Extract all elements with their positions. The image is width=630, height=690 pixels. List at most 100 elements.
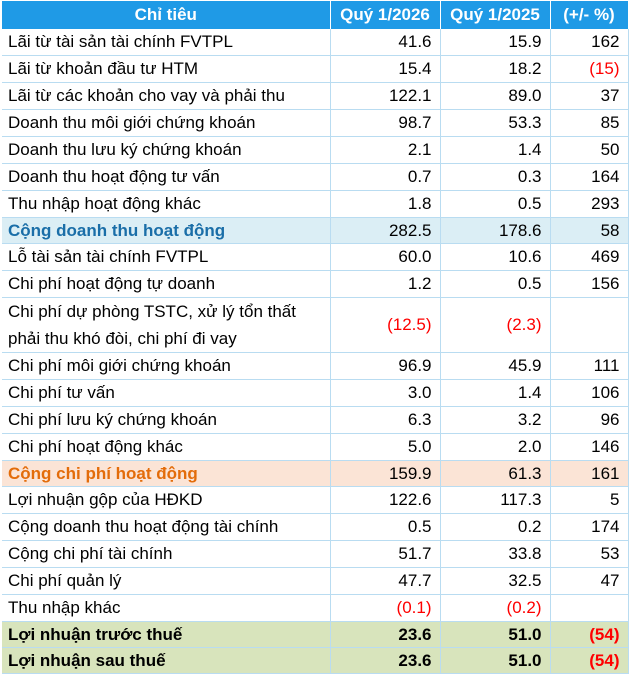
value-q1-2026: 6.3 [330,406,441,434]
value-change: 156 [550,270,629,298]
row-label: Thu nhập khác [2,594,331,622]
value-q1-2025: 1.4 [440,379,551,407]
profit-after-tax-row: Lợi nhuận sau thuế 23.6 51.0 (54) [2,647,629,674]
row-label: Lợi nhuận sau thuế [2,647,331,674]
value-q1-2025: (0.2) [440,594,551,622]
cost-total-row: Cộng chi phí hoạt động 159.9 61.3 161 [2,460,629,487]
value-q1-2026: 0.7 [330,163,441,191]
table-row: Chi phí môi giới chứng khoán 96.9 45.9 1… [2,352,629,380]
table-row: Chi phí tư vấn 3.0 1.4 106 [2,379,629,407]
value-q1-2026: (0.1) [330,594,441,622]
value-change: 162 [550,29,629,56]
value-q1-2026: 23.6 [330,647,441,674]
value-change: 37 [550,82,629,110]
value-q1-2025: 0.3 [440,163,551,191]
value-change: 58 [550,217,629,244]
value-change: 96 [550,406,629,434]
row-label: Doanh thu môi giới chứng khoán [2,109,331,137]
value-change: 111 [550,352,629,380]
value-change: 293 [550,190,629,218]
row-label: Lợi nhuận gộp của HĐKD [2,486,331,514]
value-change: (54) [550,621,629,648]
value-q1-2025: 0.2 [440,513,551,541]
header-row: Chỉ tiêu Quý 1/2026 Quý 1/2025 (+/- %) [2,1,629,29]
table-row: Chi phí hoạt động khác 5.0 2.0 146 [2,433,629,461]
value-q1-2026: (12.5) [330,297,441,353]
value-q1-2026: 98.7 [330,109,441,137]
row-label: Chi phí môi giới chứng khoán [2,352,331,380]
table-row: Doanh thu môi giới chứng khoán 98.7 53.3… [2,109,629,137]
value-q1-2025: 51.0 [440,621,551,648]
value-change: 469 [550,243,629,271]
table-row: Chi phí dự phòng TSTC, xử lý tổn thất ph… [2,297,629,353]
value-change: 164 [550,163,629,191]
row-label: Lỗ tài sản tài chính FVTPL [2,243,331,271]
value-q1-2025: 0.5 [440,190,551,218]
value-q1-2025: 53.3 [440,109,551,137]
table-row: Lãi từ khoản đầu tư HTM 15.4 18.2 (15) [2,55,629,83]
value-q1-2025: 45.9 [440,352,551,380]
table-row: Doanh thu lưu ký chứng khoán 2.1 1.4 50 [2,136,629,164]
header-item: Chỉ tiêu [2,1,331,29]
row-label: Lãi từ các khoản cho vay và phải thu [2,82,331,110]
table-row: Thu nhập hoạt động khác 1.8 0.5 293 [2,190,629,218]
value-change: 146 [550,433,629,461]
row-label: Chi phí dự phòng TSTC, xử lý tổn thất ph… [2,297,331,353]
value-q1-2026: 47.7 [330,567,441,595]
income-statement-table: Chỉ tiêu Quý 1/2026 Quý 1/2025 (+/- %) L… [2,1,629,674]
value-q1-2026: 122.6 [330,486,441,514]
value-q1-2025: 33.8 [440,540,551,568]
table-row: Chi phí lưu ký chứng khoán 6.3 3.2 96 [2,406,629,434]
table-row: Lãi từ tài sản tài chính FVTPL 41.6 15.9… [2,29,629,56]
row-label: Chi phí hoạt động tự doanh [2,270,331,298]
value-q1-2025: 61.3 [440,460,551,487]
header-change-percent: (+/- %) [550,1,629,29]
value-q1-2026: 23.6 [330,621,441,648]
value-q1-2025: 51.0 [440,647,551,674]
header-q1-2026: Quý 1/2026 [330,1,441,29]
table-row: Chi phí quản lý 47.7 32.5 47 [2,567,629,595]
row-label: Chi phí quản lý [2,567,331,595]
row-label: Cộng chi phí tài chính [2,540,331,568]
value-change: 161 [550,460,629,487]
value-q1-2026: 41.6 [330,29,441,56]
value-q1-2026: 159.9 [330,460,441,487]
value-q1-2025: 10.6 [440,243,551,271]
value-q1-2025: 32.5 [440,567,551,595]
row-label: Cộng doanh thu hoạt động tài chính [2,513,331,541]
table-row: Cộng chi phí tài chính 51.7 33.8 53 [2,540,629,568]
table-row: Lỗ tài sản tài chính FVTPL 60.0 10.6 469 [2,243,629,271]
revenue-total-row: Cộng doanh thu hoạt động 282.5 178.6 58 [2,217,629,244]
value-q1-2025: 89.0 [440,82,551,110]
header-q1-2025: Quý 1/2025 [440,1,551,29]
row-label: Chi phí hoạt động khác [2,433,331,461]
value-q1-2026: 60.0 [330,243,441,271]
value-q1-2025: 18.2 [440,55,551,83]
value-q1-2026: 5.0 [330,433,441,461]
row-label: Lãi từ khoản đầu tư HTM [2,55,331,83]
value-change: 174 [550,513,629,541]
value-q1-2026: 96.9 [330,352,441,380]
table-row: Chi phí hoạt động tự doanh 1.2 0.5 156 [2,270,629,298]
value-q1-2025: 117.3 [440,486,551,514]
value-q1-2025: 15.9 [440,29,551,56]
row-label: Doanh thu lưu ký chứng khoán [2,136,331,164]
row-label: Thu nhập hoạt động khác [2,190,331,218]
value-q1-2026: 282.5 [330,217,441,244]
value-change: (15) [550,55,629,83]
value-change [550,297,629,353]
value-q1-2026: 2.1 [330,136,441,164]
value-change: 106 [550,379,629,407]
row-label: Cộng doanh thu hoạt động [2,217,331,244]
value-q1-2026: 1.8 [330,190,441,218]
value-q1-2026: 122.1 [330,82,441,110]
row-label: Lãi từ tài sản tài chính FVTPL [2,29,331,56]
value-q1-2025: (2.3) [440,297,551,353]
value-change: 47 [550,567,629,595]
value-q1-2025: 2.0 [440,433,551,461]
value-change: 5 [550,486,629,514]
row-label: Chi phí tư vấn [2,379,331,407]
profit-before-tax-row: Lợi nhuận trước thuế 23.6 51.0 (54) [2,621,629,648]
value-change: 53 [550,540,629,568]
value-q1-2026: 0.5 [330,513,441,541]
